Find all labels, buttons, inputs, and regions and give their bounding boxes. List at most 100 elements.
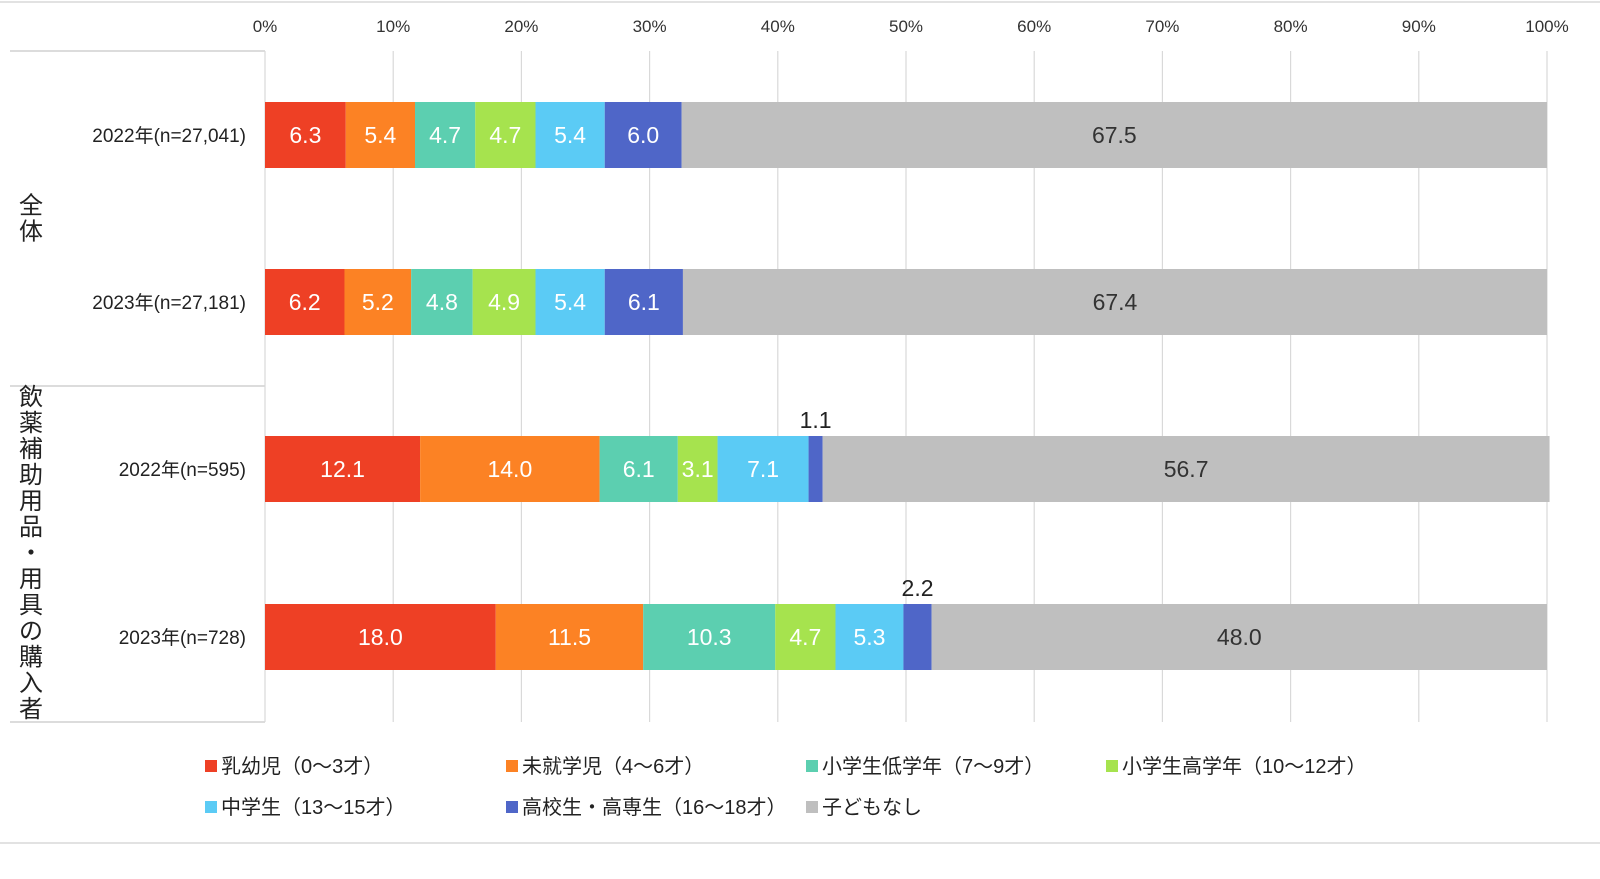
- data-label: 2.2: [902, 575, 934, 601]
- x-tick-label: 90%: [1402, 17, 1436, 36]
- x-axis-ticks: 0% 10% 20% 30% 40% 50% 60% 70% 80% 90% 100%: [253, 17, 1569, 36]
- bar-segment: [931, 604, 1547, 670]
- bar-segment: [535, 269, 605, 335]
- legend-swatch: [1106, 760, 1118, 772]
- group-label: 全体: [19, 193, 43, 246]
- group-label-char: 補: [19, 436, 43, 463]
- bar-segment: [903, 604, 932, 670]
- legend-label: 未就学児（4～6才）: [522, 755, 704, 778]
- legend-label: 乳幼児（0～3才）: [221, 755, 383, 778]
- row-label: 2022年(n=595): [119, 459, 246, 481]
- legend: 乳幼児（0～3才） 未就学児（4～6才） 小学生低学年（7～9才） 小学生高学年（10…: [205, 755, 1367, 819]
- x-tick-label: 50%: [889, 17, 923, 36]
- bar-segment: [808, 436, 823, 502]
- data-label: 67.4: [1093, 289, 1138, 315]
- legend-swatch: [806, 801, 818, 813]
- bar-row: 6.2 5.2 4.8 4.9 5.4 6.1 67.4: [265, 269, 1547, 335]
- legend-item: 小学生低学年（7～9才）: [806, 755, 1044, 778]
- data-label: 4.7: [489, 122, 521, 148]
- x-tick-label: 10%: [376, 17, 410, 36]
- data-label: 6.2: [289, 289, 321, 315]
- data-label: 6.3: [289, 122, 321, 148]
- x-tick-label: 0%: [253, 17, 278, 36]
- data-label: 6.0: [627, 122, 659, 148]
- data-label: 10.3: [687, 624, 732, 650]
- group-label-char: 入: [19, 670, 43, 697]
- group-label-char: 者: [19, 696, 43, 723]
- legend-item: 子どもなし: [806, 796, 922, 819]
- data-label: 4.7: [789, 624, 821, 650]
- bar-segment: [682, 269, 1547, 335]
- bar-segment: [822, 436, 1550, 502]
- bar-segment: [495, 604, 644, 670]
- group-label-char: 全: [19, 193, 43, 220]
- legend-swatch: [205, 801, 217, 813]
- group-label-char: の: [19, 618, 43, 645]
- data-label: 5.4: [364, 122, 396, 148]
- row-labels: 2022年(n=27,041) 2023年(n=27,181) 2022年(n=59…: [92, 125, 246, 649]
- x-tick-label: 100%: [1525, 17, 1568, 36]
- data-label: 4.7: [429, 122, 461, 148]
- bar-row: 12.1 14.0 6.1 3.1 7.1 1.1 56.7: [265, 407, 1550, 502]
- legend-label: 小学生低学年（7～9才）: [822, 755, 1044, 778]
- legend-label: 子どもなし: [822, 796, 922, 819]
- x-tick-label: 20%: [504, 17, 538, 36]
- data-label: 7.1: [747, 456, 779, 482]
- group-label-char: 用: [19, 566, 43, 593]
- row-label: 2023年(n=728): [119, 627, 246, 649]
- legend-label: 小学生高学年（10～12才）: [1122, 755, 1367, 778]
- bar-segment: [535, 102, 605, 168]
- data-label: 12.1: [320, 456, 365, 482]
- bar-segment: [265, 102, 346, 168]
- data-label: 48.0: [1217, 624, 1262, 650]
- bar-segment: [472, 269, 536, 335]
- bar-segment: [414, 102, 476, 168]
- data-label: 5.2: [362, 289, 394, 315]
- bar-segment: [265, 604, 496, 670]
- bar-row: 6.3 5.4 4.7 4.7 5.4 6.0 67.5: [265, 102, 1547, 168]
- bar-segment: [599, 436, 678, 502]
- group-label-char: 購: [19, 644, 43, 671]
- data-label: 3.1: [682, 456, 714, 482]
- bar-segment: [604, 102, 682, 168]
- bar-segment: [411, 269, 473, 335]
- bar-segment: [420, 436, 600, 502]
- legend-label: 高校生・高専生（16～18才）: [522, 796, 787, 819]
- x-tick-label: 40%: [761, 17, 795, 36]
- data-label: 5.4: [554, 289, 586, 315]
- group-label-char: 飲: [19, 384, 43, 411]
- group-label: 飲薬補助用品・用具の購入者: [19, 384, 43, 723]
- bar-segment: [604, 269, 683, 335]
- bar-row: 18.0 11.5 10.3 4.7 5.3 2.2 48.0: [265, 575, 1547, 670]
- group-label-char: 助: [19, 462, 43, 489]
- bar-segment: [775, 604, 836, 670]
- group-label-char: 薬: [19, 410, 43, 437]
- group-label-char: 品: [19, 514, 43, 541]
- data-label: 67.5: [1092, 122, 1137, 148]
- data-label: 6.1: [623, 456, 655, 482]
- legend-item: 未就学児（4～6才）: [506, 755, 704, 778]
- data-label: 5.3: [853, 624, 885, 650]
- data-label: 6.1: [628, 289, 660, 315]
- data-label: 4.9: [488, 289, 520, 315]
- legend-swatch: [205, 760, 217, 772]
- row-label: 2023年(n=27,181): [92, 292, 246, 314]
- chart-frame: [0, 1, 1600, 844]
- data-label: 18.0: [358, 624, 403, 650]
- legend-item: 中学生（13～15才）: [205, 796, 406, 819]
- legend-item: 小学生高学年（10～12才）: [1106, 755, 1367, 778]
- bar-segment: [717, 436, 809, 502]
- bar-segment: [681, 102, 1547, 168]
- legend-item: 乳幼児（0～3才）: [205, 755, 383, 778]
- legend-swatch: [506, 760, 518, 772]
- x-tick-label: 60%: [1017, 17, 1051, 36]
- legend-swatch: [806, 760, 818, 772]
- bar-segment: [677, 436, 718, 502]
- bar-segment: [345, 102, 415, 168]
- bar-segment: [475, 102, 536, 168]
- legend-item: 高校生・高専生（16～18才）: [506, 796, 787, 819]
- bar-segment: [265, 269, 345, 335]
- group-label-char: 用: [19, 488, 43, 515]
- x-tick-label: 70%: [1145, 17, 1179, 36]
